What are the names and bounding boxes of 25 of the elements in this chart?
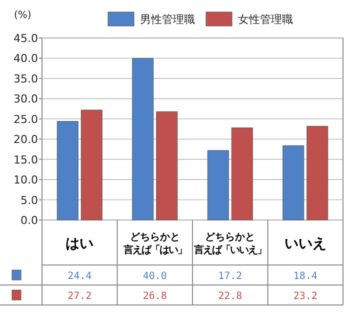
- y-tick-label: 25.0: [14, 112, 38, 126]
- data-label: 24.4: [68, 271, 92, 282]
- x-tick-label: いいえ: [284, 236, 326, 252]
- y-tick-label: 20.0: [14, 133, 38, 146]
- x-tick-label: どちらかと言えば「はい」: [122, 232, 186, 256]
- y-tick-label: 0.0: [20, 214, 38, 227]
- x-tick-label: はい: [66, 236, 94, 252]
- y-tick-label: 15.0: [14, 153, 38, 166]
- data-label: 17.2: [218, 271, 242, 282]
- y-tick-label: 35.0: [14, 72, 38, 86]
- y-tick-label: 5.0: [20, 194, 38, 207]
- data-label: 40.0: [142, 271, 167, 282]
- data-label: 23.2: [293, 291, 318, 302]
- legend-label: 女性管理職: [238, 13, 293, 26]
- y-axis-title: (%): [14, 10, 32, 21]
- x-tick-label: どちらかと言えば「いいえ」: [193, 232, 266, 256]
- y-tick-label: 45.0: [14, 32, 38, 45]
- y-tick-label: 10.0: [14, 174, 38, 187]
- data-label: 22.8: [218, 291, 242, 302]
- data-label: 27.2: [68, 291, 92, 302]
- data-label: 18.4: [293, 271, 318, 282]
- y-tick-label: 30.0: [14, 92, 38, 106]
- data-label: 26.8: [142, 291, 167, 302]
- y-tick-label: 40.0: [14, 52, 38, 66]
- legend-label: 男性管理職: [140, 13, 195, 26]
